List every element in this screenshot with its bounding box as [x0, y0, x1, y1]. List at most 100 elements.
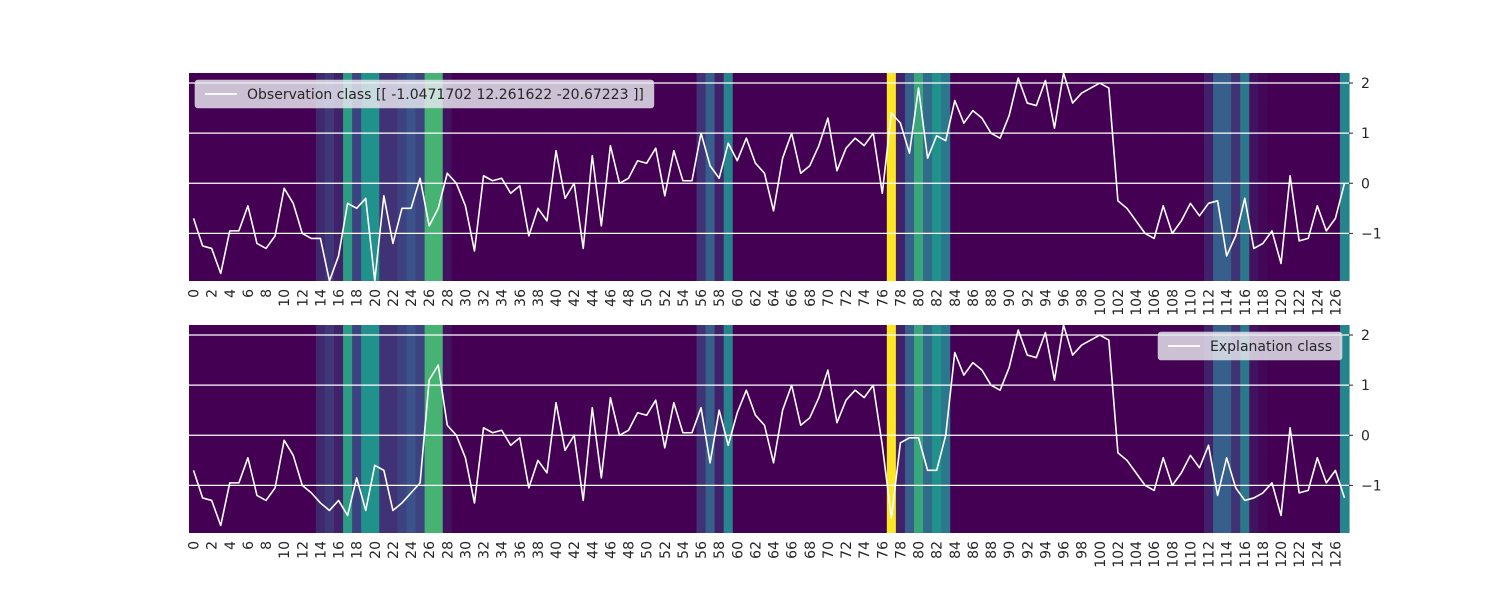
heatmap-cell [660, 325, 670, 533]
heatmap-cell [642, 325, 652, 533]
x-tick-label: 32 [477, 541, 493, 559]
x-tick-label: 108 [1165, 289, 1181, 316]
heatmap-cell [506, 73, 516, 281]
x-tick-label: 44 [585, 289, 601, 307]
x-tick-label: 126 [1328, 541, 1344, 568]
heatmap-cell [261, 73, 272, 281]
heatmap-cell [270, 73, 281, 281]
x-tick-label: 14 [313, 289, 329, 307]
heatmap-cell [1004, 325, 1015, 533]
heatmap-cell [1204, 73, 1214, 281]
heatmap-cell [1104, 325, 1114, 533]
heatmap-cell [361, 73, 371, 281]
x-tick-label: 118 [1256, 541, 1272, 568]
x-tick-label: 38 [531, 289, 547, 307]
y-tick-label: 2 [1361, 328, 1370, 344]
heatmap-cell [968, 325, 979, 533]
x-tick-label: 14 [313, 541, 329, 559]
heatmap-cell [189, 73, 199, 281]
heatmap-cell [859, 325, 870, 533]
heatmap-cell [1077, 73, 1087, 281]
x-tick-label: 106 [1147, 541, 1163, 568]
heatmap-cell [397, 325, 408, 533]
heatmap-cell [859, 73, 870, 281]
heatmap-cell [1267, 325, 1278, 533]
heatmap-cell [288, 325, 299, 533]
heatmap-cell [397, 73, 408, 281]
heatmap-cell [669, 73, 679, 281]
heatmap-cell [651, 325, 661, 533]
heatmap-cell [252, 73, 263, 281]
x-tick-label: 102 [1111, 289, 1127, 316]
heatmap-cell [977, 73, 988, 281]
heatmap-cell [633, 73, 643, 281]
heatmap-cell [1240, 325, 1250, 533]
heatmap-cell [1213, 325, 1223, 533]
x-tick-label: 104 [1129, 541, 1145, 568]
legend-box [1157, 331, 1343, 361]
heatmap-cell [469, 73, 480, 281]
heatmap-cell [1059, 325, 1069, 533]
x-tick-label: 42 [567, 541, 583, 559]
heatmap-cell [379, 73, 389, 281]
x-tick-label: 62 [748, 289, 764, 307]
heatmap-cell [1176, 73, 1187, 281]
heatmap-cell [424, 73, 435, 281]
heatmap-cell [297, 325, 308, 533]
heatmap-cell [361, 325, 371, 533]
heatmap-cell [198, 73, 208, 281]
heatmap-cell [1049, 325, 1060, 533]
y-tick-label: 1 [1361, 378, 1370, 394]
heatmap-cell [1258, 73, 1269, 281]
heatmap-cell [388, 325, 399, 533]
heatmap-cell [669, 325, 679, 533]
heatmap-cell [914, 325, 924, 533]
heatmap-cell [533, 73, 544, 281]
heatmap-cell [379, 325, 389, 533]
heatmap-cell [723, 73, 734, 281]
heatmap-cell [950, 73, 960, 281]
x-tick-label: 100 [1093, 541, 1109, 568]
x-tick-label: 8 [259, 541, 275, 550]
heatmap-cell [787, 73, 797, 281]
x-tick-label: 120 [1274, 289, 1290, 316]
heatmap-cell [1077, 325, 1087, 533]
heatmap-cell [1267, 73, 1278, 281]
heatmap-cell [1222, 73, 1232, 281]
x-tick-label: 94 [1038, 289, 1054, 307]
x-tick-label: 50 [640, 289, 656, 307]
heatmap-cell [424, 325, 435, 533]
heatmap-cell [1167, 325, 1178, 533]
heatmap-cell [660, 73, 670, 281]
heatmap-cell [1339, 325, 1350, 533]
heatmap-cell [986, 73, 997, 281]
heatmap-cell [506, 325, 516, 533]
heatmap-cell [324, 73, 335, 281]
heatmap-cell [252, 325, 263, 533]
heatmap-cell [1095, 325, 1105, 533]
heatmap-cell [1258, 325, 1269, 533]
heatmap-cell [189, 325, 199, 533]
x-tick-label: 108 [1165, 541, 1181, 568]
x-tick-label: 82 [930, 541, 946, 559]
x-tick-label: 6 [241, 289, 257, 298]
heatmap-cell [605, 325, 616, 533]
x-tick-label: 46 [603, 289, 619, 307]
x-tick-label: 124 [1310, 541, 1326, 568]
x-tick-label: 6 [241, 541, 257, 550]
heatmap-cell [1167, 73, 1178, 281]
heatmap-cell [1131, 325, 1142, 533]
heatmap-cell [1276, 73, 1287, 281]
heatmap-cell [1068, 325, 1078, 533]
heatmap-cell [497, 73, 507, 281]
heatmap-cell [1330, 73, 1341, 281]
heatmap-cell [1158, 73, 1169, 281]
x-tick-label: 82 [930, 289, 946, 307]
heatmap-cell [1303, 73, 1314, 281]
x-tick-label: 54 [676, 541, 692, 559]
heatmap-cell [352, 325, 362, 533]
x-tick-label: 116 [1238, 289, 1254, 316]
x-tick-label: 30 [458, 289, 474, 307]
heatmap-cell [923, 73, 933, 281]
heatmap-cell [1231, 73, 1241, 281]
